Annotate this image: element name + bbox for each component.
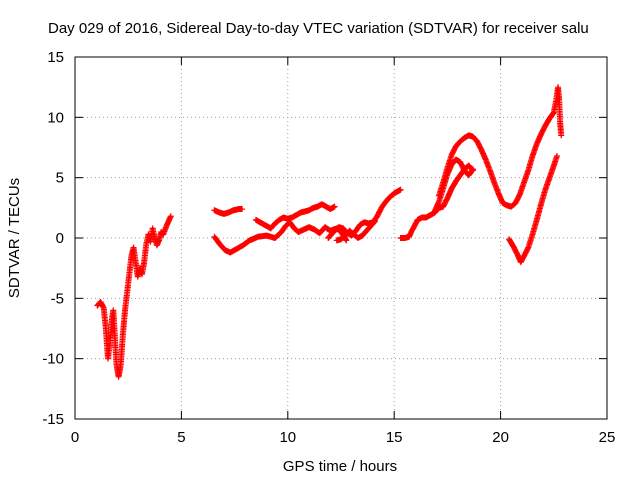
x-axis-label: GPS time / hours (283, 458, 397, 475)
data-point (167, 213, 174, 220)
data-point (239, 206, 246, 213)
data-point (558, 132, 565, 139)
x-tick-label: 5 (177, 429, 185, 446)
data-points (94, 84, 565, 380)
series-arc-8 (431, 156, 476, 215)
series-arc-6 (333, 218, 379, 244)
y-tick-label: -10 (42, 351, 64, 368)
series-arc-9 (435, 84, 565, 210)
data-point (372, 218, 379, 225)
series-arc-10 (506, 152, 560, 266)
x-tick-label: 25 (599, 429, 616, 446)
data-point (397, 186, 404, 193)
chart-title: Day 029 of 2016, Sidereal Day-to-day VTE… (48, 20, 589, 37)
y-tick-label: 15 (47, 49, 64, 66)
series-arc-2 (211, 206, 246, 217)
data-point (343, 237, 350, 244)
data-point (553, 152, 560, 159)
y-tick-label: 5 (56, 170, 64, 187)
data-point (469, 166, 476, 173)
y-tick-label: -5 (51, 290, 64, 307)
x-tick-label: 0 (71, 429, 79, 446)
data-point (469, 167, 476, 174)
y-tick-label: -15 (42, 411, 64, 428)
x-tick-label: 10 (279, 429, 296, 446)
data-point (524, 245, 531, 252)
data-point (100, 303, 107, 310)
data-point (331, 203, 338, 210)
axis-ticks: 0 5 10 15 20 25 -15 -10 -5 0 5 10 15 (42, 49, 615, 446)
grid-lines (75, 57, 607, 419)
y-tick-label: 0 (56, 230, 64, 247)
x-tick-label: 15 (386, 429, 403, 446)
y-tick-label: 10 (47, 109, 64, 126)
series-arc-4 (252, 201, 338, 232)
x-tick-label: 20 (492, 429, 509, 446)
y-axis-label: SDTVAR / TECUs (6, 178, 23, 298)
series-arc-1 (94, 213, 174, 380)
data-point (371, 218, 378, 225)
